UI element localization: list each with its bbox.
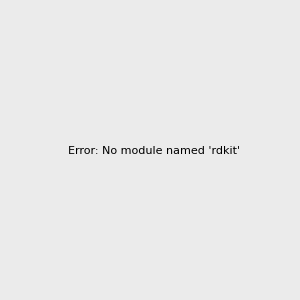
Text: Error: No module named 'rdkit': Error: No module named 'rdkit' — [68, 146, 240, 157]
